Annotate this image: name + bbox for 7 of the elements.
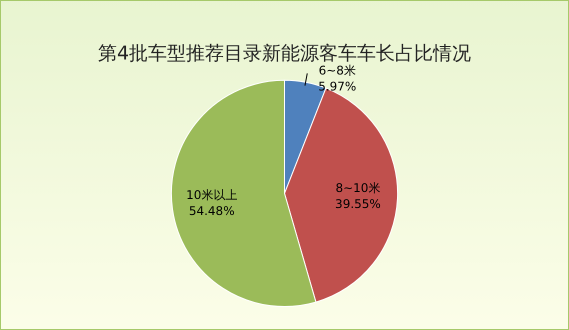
slice-label: 8~10米 xyxy=(335,180,380,195)
slice-label: 6~8米 xyxy=(318,64,356,78)
data-label: 5.97% xyxy=(318,80,356,94)
chart-title: 第4批车型推荐目录新能源客车车长占比情况 xyxy=(98,42,472,64)
data-label: 54.48% xyxy=(188,204,235,218)
slice-label: 10米以上 xyxy=(186,188,238,202)
data-label: 39.55% xyxy=(335,196,381,211)
